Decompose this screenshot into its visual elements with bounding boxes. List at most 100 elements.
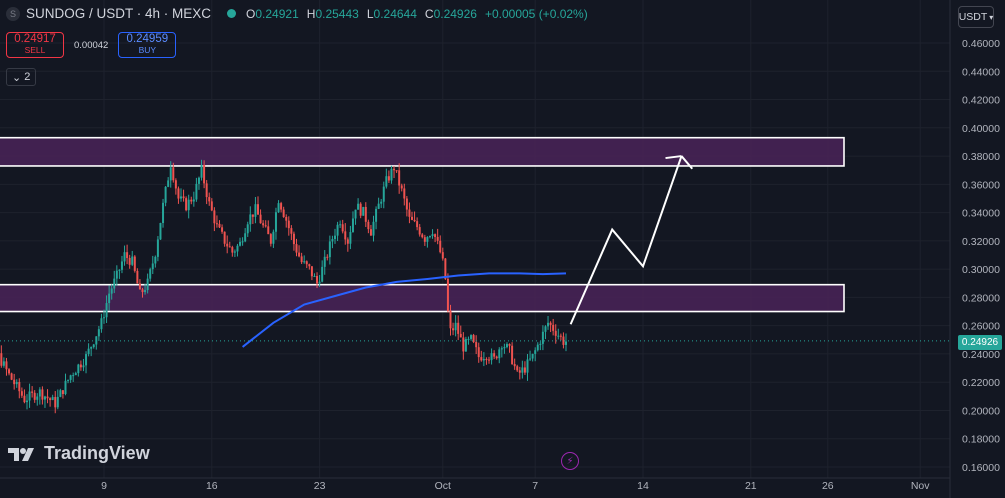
candle-body <box>233 251 236 253</box>
candle-body <box>408 209 411 217</box>
candle-body <box>200 164 203 178</box>
projection-arrow <box>569 155 683 325</box>
candle-body <box>223 231 226 244</box>
candle-body <box>505 344 508 348</box>
candle-body <box>318 281 321 284</box>
candle-body <box>326 256 329 258</box>
candle-body <box>54 397 57 408</box>
open-value: 0.24921 <box>255 6 299 21</box>
price-tick-label: 0.38000 <box>962 151 1000 163</box>
price-tick-label: 0.28000 <box>962 292 1000 304</box>
candle-body <box>534 350 537 354</box>
candle-body <box>516 366 519 371</box>
candle-body <box>544 326 547 332</box>
currency-unit-select[interactable]: USDT ▾ <box>958 6 994 28</box>
candle-body <box>36 396 39 400</box>
candle-body <box>459 333 462 338</box>
low-value: 0.24644 <box>373 6 417 21</box>
candle-body <box>221 227 224 232</box>
candle-body <box>190 199 193 202</box>
candle-body <box>177 188 180 199</box>
candle-body <box>308 264 311 267</box>
candle-body <box>77 364 80 374</box>
candle-body <box>403 188 406 199</box>
sell-button[interactable]: 0.24917 SELL <box>6 32 64 58</box>
candle-body <box>541 331 544 344</box>
candle-body <box>282 209 285 217</box>
candle-body <box>167 180 170 187</box>
candle-body <box>303 261 306 263</box>
candle-body <box>180 196 182 199</box>
chevron-down-icon: ⌄ <box>12 71 22 84</box>
symbol-title[interactable]: SUNDOG / USDT · 4h · MEXC <box>26 6 212 21</box>
indicators-toggle[interactable]: ⌄ 2 <box>6 68 37 86</box>
candle-body <box>482 359 485 361</box>
candle-body <box>485 359 488 361</box>
candle-body <box>110 288 113 294</box>
candle-body <box>182 196 185 199</box>
candle-body <box>26 400 28 403</box>
candle-body <box>49 398 52 400</box>
candle-body <box>249 214 252 225</box>
candle-body <box>418 227 421 235</box>
high-key: H <box>306 6 316 21</box>
candle-body <box>113 278 116 289</box>
candle-body <box>354 209 357 219</box>
candle-body <box>452 328 455 331</box>
price-tick-label: 0.34000 <box>962 208 1000 220</box>
candle-body <box>228 246 231 248</box>
time-tick-label: 23 <box>314 480 326 492</box>
last-price-label: 0.24926 <box>958 335 1002 350</box>
candle-body <box>341 224 344 232</box>
candle-body <box>531 353 534 359</box>
candle-body <box>128 257 131 265</box>
candle-body <box>64 380 67 394</box>
time-tick-label: 21 <box>745 480 757 492</box>
time-tick-label: Oct <box>435 480 451 492</box>
candle-body <box>446 278 449 311</box>
candle-body <box>79 364 82 368</box>
candle-body <box>367 221 370 230</box>
candle-body <box>411 216 413 220</box>
candle-body <box>8 369 11 374</box>
candle-body <box>172 167 175 181</box>
tradingview-logo[interactable]: TradingView <box>8 443 150 464</box>
candle-body <box>382 186 385 202</box>
candle-body <box>90 347 93 349</box>
candle-body <box>557 335 560 337</box>
price-tick-label: 0.44000 <box>962 66 1000 78</box>
candle-body <box>162 202 165 223</box>
symbol-icon[interactable]: S <box>6 6 20 21</box>
candle-body <box>156 239 159 257</box>
candle-body <box>562 336 565 345</box>
candle-body <box>164 186 167 203</box>
candle-body <box>398 170 401 186</box>
ohlc-values: O0.24921 H0.25443 L0.24644 C0.24926 +0.0… <box>246 7 588 21</box>
candle-body <box>477 347 480 358</box>
candle-body <box>547 322 550 327</box>
price-tick-label: 0.46000 <box>962 38 1000 50</box>
candle-body <box>38 389 41 397</box>
candle-body <box>500 348 503 350</box>
lightning-icon[interactable]: ⚡ <box>561 452 579 470</box>
candle-body <box>331 239 334 242</box>
candle-body <box>23 395 26 403</box>
candle-body <box>59 390 62 397</box>
candle-body <box>390 168 393 181</box>
candle-body <box>126 252 129 258</box>
candle-body <box>444 258 447 279</box>
sell-label: SELL <box>24 45 46 55</box>
candle-body <box>213 210 216 224</box>
candle-body <box>323 256 326 267</box>
candle-body <box>393 168 396 171</box>
candle-body <box>205 183 208 198</box>
buy-button[interactable]: 0.24959 BUY <box>118 32 177 58</box>
price-tick-label: 0.30000 <box>962 264 1000 276</box>
time-tick-label: Nov <box>911 480 930 492</box>
candle-body <box>380 201 383 204</box>
candle-body <box>513 363 516 367</box>
candle-body <box>441 252 444 259</box>
candle-body <box>108 293 111 304</box>
candle-body <box>372 221 375 236</box>
